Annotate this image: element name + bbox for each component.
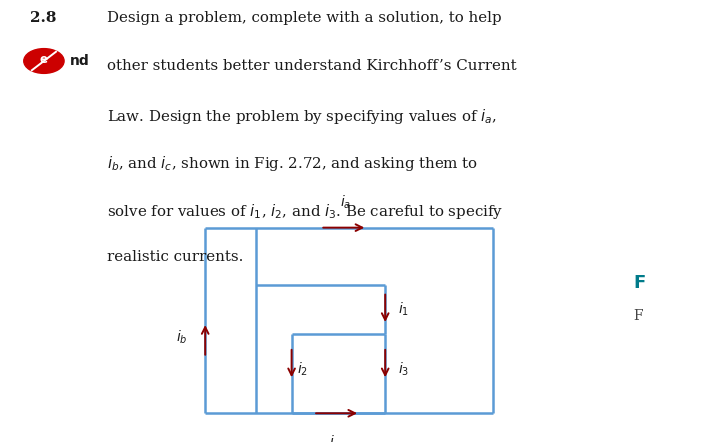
Text: nd: nd <box>70 54 89 68</box>
Text: $i_1$: $i_1$ <box>398 301 409 318</box>
Text: F: F <box>634 274 646 292</box>
Text: Design a problem, complete with a solution, to help: Design a problem, complete with a soluti… <box>107 11 501 25</box>
Text: solve for values of $i_1$, $i_2$, and $i_3$. Be careful to specify: solve for values of $i_1$, $i_2$, and $i… <box>107 202 503 221</box>
Text: $i_c$: $i_c$ <box>329 433 341 442</box>
Text: realistic currents.: realistic currents. <box>107 250 243 264</box>
Circle shape <box>24 49 64 73</box>
Text: $i_3$: $i_3$ <box>398 360 410 378</box>
Text: $i_b$, and $i_c$, shown in Fig. 2.72, and asking them to: $i_b$, and $i_c$, shown in Fig. 2.72, an… <box>107 154 478 173</box>
Text: F: F <box>634 309 643 324</box>
Text: 2.8: 2.8 <box>30 11 57 25</box>
Text: other students better understand Kirchhoff’s Current: other students better understand Kirchho… <box>107 59 516 73</box>
Text: $i_b$: $i_b$ <box>176 329 187 347</box>
Text: Law. Design the problem by specifying values of $i_a$,: Law. Design the problem by specifying va… <box>107 107 497 126</box>
Text: $i_2$: $i_2$ <box>297 360 308 378</box>
Text: e: e <box>40 53 48 66</box>
Text: $i_a$: $i_a$ <box>340 194 351 211</box>
